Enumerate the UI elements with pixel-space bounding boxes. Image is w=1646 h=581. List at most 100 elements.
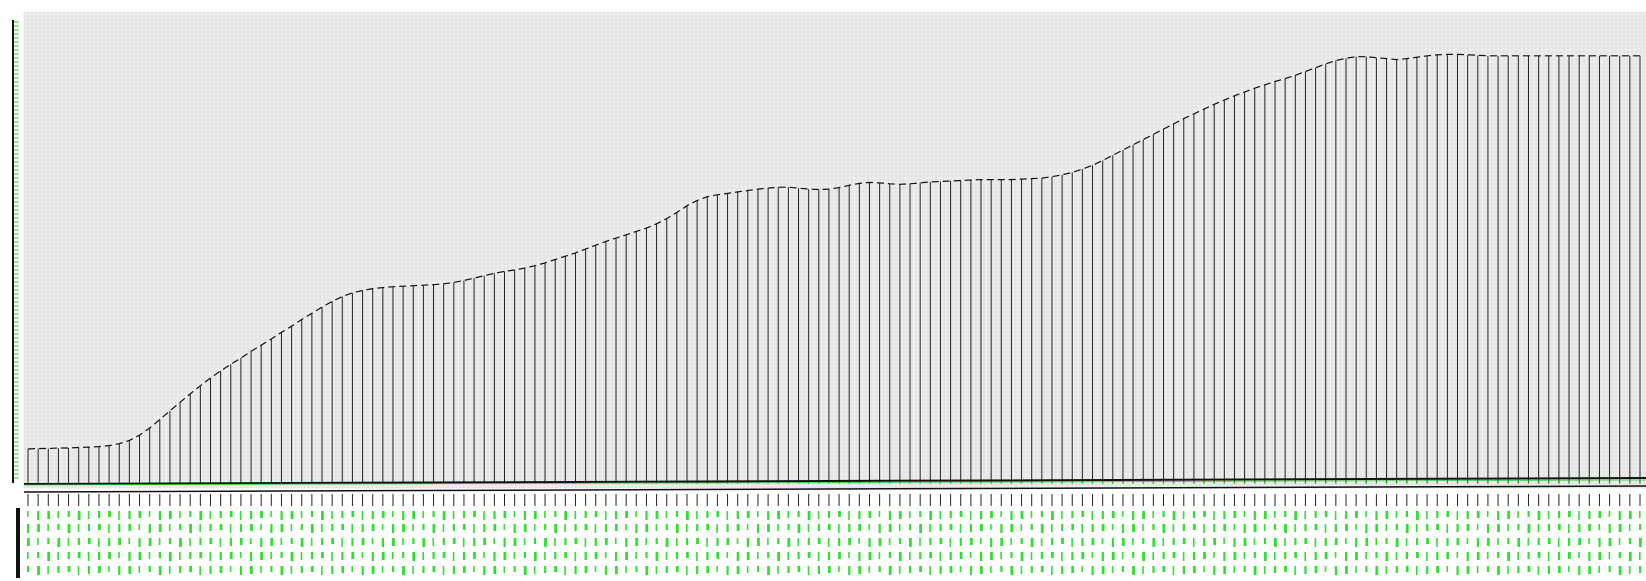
x-tick-label-mark xyxy=(108,524,110,533)
x-tick-label-mark xyxy=(696,511,698,519)
x-tick-label-mark xyxy=(827,566,831,573)
x-tick-label-mark xyxy=(777,511,780,519)
x-tick-label-mark xyxy=(533,566,536,574)
x-tick-label-mark xyxy=(392,524,395,533)
x-tick-label-mark xyxy=(432,511,435,517)
x-tick-label-mark xyxy=(1355,566,1357,573)
x-tick-label-mark xyxy=(787,511,789,518)
x-tick-label-mark xyxy=(118,566,121,575)
data-point xyxy=(1497,482,1499,484)
x-tick-label-mark xyxy=(310,524,314,533)
x-tick-label-mark xyxy=(37,552,40,558)
x-tick-label-mark xyxy=(1628,524,1631,531)
x-tick-label-mark xyxy=(310,538,313,546)
data-point xyxy=(1274,482,1276,484)
x-tick-label-mark xyxy=(888,552,891,558)
x-tick-label-mark xyxy=(990,552,993,560)
x-tick-label-mark xyxy=(239,538,243,545)
x-tick-label-mark xyxy=(392,552,394,559)
x-tick-label-mark xyxy=(858,538,860,544)
x-tick-label-mark xyxy=(158,511,161,520)
x-tick-label-mark xyxy=(655,538,658,544)
x-tick-label-mark xyxy=(645,552,648,558)
x-tick-label-mark xyxy=(1598,552,1602,560)
x-tick-label-mark xyxy=(57,538,61,547)
baseline xyxy=(23,477,1646,486)
x-tick-label-mark xyxy=(1608,566,1611,572)
x-tick-label-mark xyxy=(533,511,537,519)
x-tick-label-mark xyxy=(696,524,699,531)
x-tick-label-mark xyxy=(108,552,111,559)
x-tick-label-mark xyxy=(1132,552,1135,558)
x-tick-label-mark xyxy=(1233,511,1237,518)
x-tick-label-mark xyxy=(1456,524,1459,532)
x-tick-label-mark xyxy=(797,552,800,559)
x-tick-label-mark xyxy=(1497,552,1500,558)
x-tick-label-mark xyxy=(1101,524,1105,531)
x-tick-label-mark xyxy=(554,511,557,517)
x-tick-label-mark xyxy=(604,524,608,532)
x-tick-label-mark xyxy=(1284,538,1286,546)
x-tick-label-mark xyxy=(1132,538,1134,545)
x-tick-label-mark xyxy=(118,552,120,558)
x-tick-label-mark xyxy=(27,524,30,533)
x-tick-label-mark xyxy=(392,538,395,546)
x-tick-label-mark xyxy=(949,538,952,547)
x-tick-label-mark xyxy=(37,511,40,520)
x-tick-label-mark xyxy=(1081,524,1083,533)
x-tick-label-mark xyxy=(1263,552,1267,561)
x-tick-label-mark xyxy=(1547,538,1551,544)
x-tick-label-mark xyxy=(1568,511,1571,517)
x-tick-label-mark xyxy=(1598,511,1602,518)
x-tick-label-mark xyxy=(108,511,111,517)
x-tick-label-mark xyxy=(564,524,566,532)
x-tick-label-mark xyxy=(868,552,872,560)
x-tick-label-mark xyxy=(1243,538,1247,546)
x-tick-label-mark xyxy=(696,566,699,574)
x-tick-label-mark xyxy=(929,511,933,520)
x-tick-label-mark xyxy=(57,511,59,518)
x-tick-label-mark xyxy=(1497,511,1500,520)
x-tick-label-mark xyxy=(1618,538,1621,545)
x-tick-label-mark xyxy=(1456,511,1459,520)
grid xyxy=(23,11,1646,489)
x-tick-label-mark xyxy=(1466,566,1470,574)
x-tick-label-mark xyxy=(919,538,921,546)
x-tick-label-mark xyxy=(544,538,547,547)
x-tick-label-mark xyxy=(990,524,992,530)
x-tick-label-mark xyxy=(260,524,262,530)
data-point xyxy=(1061,482,1064,484)
data-point xyxy=(1040,482,1043,484)
x-tick-label-mark xyxy=(87,538,91,544)
x-tick-label-mark xyxy=(67,524,71,533)
x-tick-label-mark xyxy=(1010,511,1013,520)
x-tick-label-mark xyxy=(250,566,253,574)
x-tick-label-mark xyxy=(949,566,953,573)
grid-lines xyxy=(23,11,1646,489)
x-tick-label-mark xyxy=(574,538,578,544)
x-tick-label-mark xyxy=(817,538,821,544)
x-tick-label-mark xyxy=(1223,538,1225,544)
x-tick-label-mark xyxy=(47,524,49,531)
x-tick-label-mark xyxy=(1182,524,1185,531)
x-tick-label-mark xyxy=(473,511,476,517)
x-tick-label-mark xyxy=(422,524,425,530)
data-point xyxy=(1223,482,1226,484)
x-tick-label-mark xyxy=(868,538,871,547)
x-tick-label-mark xyxy=(1000,538,1004,546)
x-tick-label-mark xyxy=(655,511,659,519)
x-tick-label-mark xyxy=(1061,552,1063,561)
x-tick-label-mark xyxy=(1436,566,1439,573)
x-tick-label-mark xyxy=(564,552,568,558)
x-tick-label-mark xyxy=(625,538,628,547)
x-tick-label-mark xyxy=(817,566,820,574)
x-tick-label-mark xyxy=(939,538,943,544)
x-tick-label-mark xyxy=(1416,552,1419,558)
x-tick-label-mark xyxy=(1395,552,1398,560)
x-tick-label-mark xyxy=(1182,552,1185,561)
x-tick-label-mark xyxy=(787,524,790,530)
x-tick-label-mark xyxy=(1081,538,1084,546)
x-tick-label-mark xyxy=(584,552,587,560)
data-point xyxy=(949,482,952,484)
x-tick-label-mark xyxy=(1537,538,1540,545)
